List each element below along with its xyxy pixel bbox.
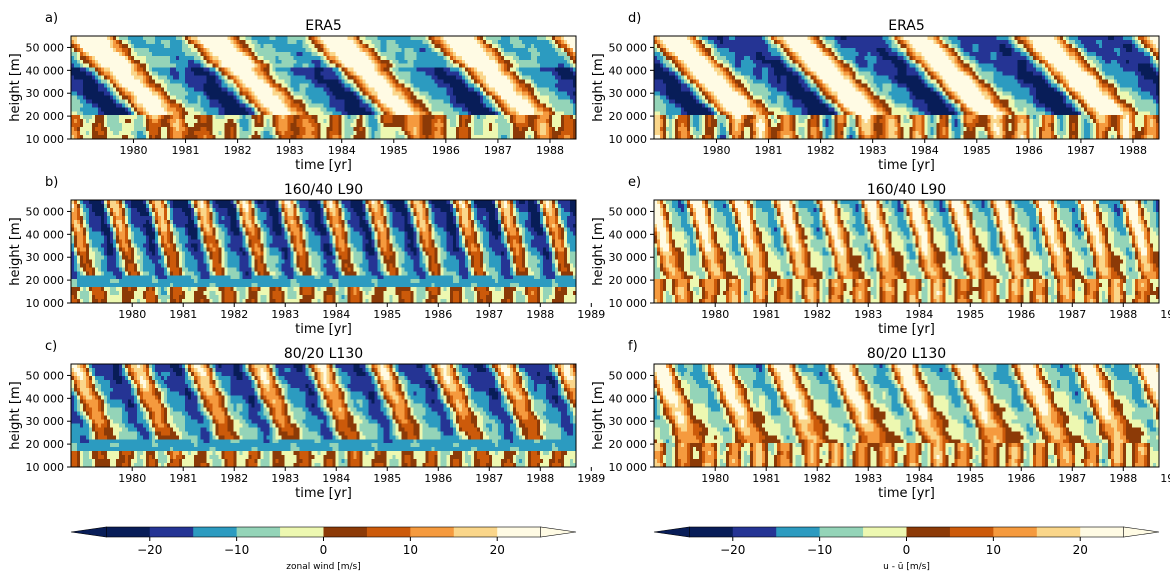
- heatmap-field: [71, 36, 577, 140]
